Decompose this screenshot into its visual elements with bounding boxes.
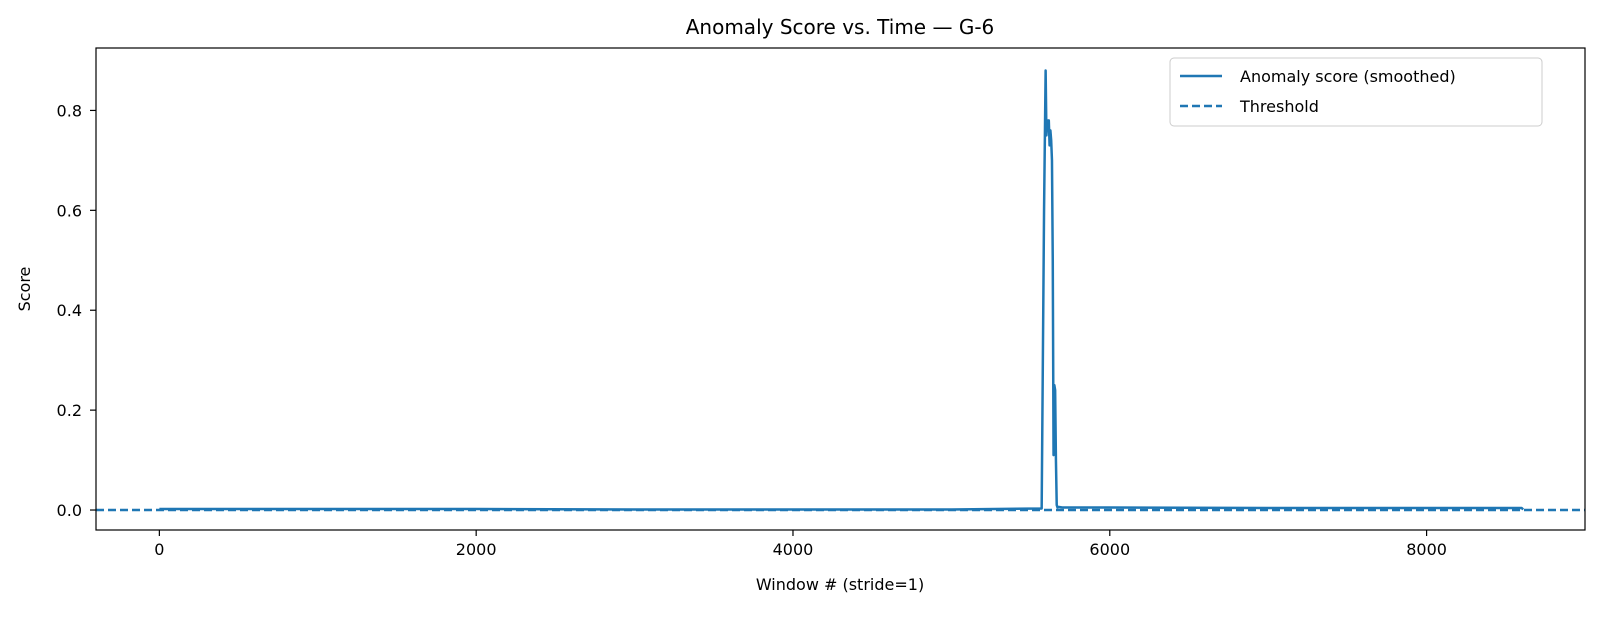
x-axis: 0 2000 4000 6000 8000 [154,530,1447,559]
plot-area [95,47,1586,531]
y-tick-label: 0.4 [57,301,82,320]
anomaly-score-line [159,69,1525,511]
x-tick-label: 4000 [773,540,814,559]
legend-label-threshold: Threshold [1239,97,1319,116]
y-tick-label: 0.8 [57,101,82,120]
legend: Anomaly score (smoothed) Threshold [1169,57,1543,127]
y-tick-label: 0.0 [57,501,82,520]
x-tick-label: 8000 [1406,540,1447,559]
legend-box [1169,57,1543,127]
x-tick-label: 0 [154,540,164,559]
x-axis-label: Window # (stride=1) [756,575,924,594]
x-tick-label: 2000 [456,540,497,559]
y-axis-label: Score [15,267,34,312]
plot-frame [95,47,1586,531]
legend-label-anomaly-score: Anomaly score (smoothed) [1240,67,1456,86]
y-tick-label: 0.2 [57,401,82,420]
y-axis: 0.0 0.2 0.4 0.6 0.8 [57,101,96,520]
chart-title: Anomaly Score vs. Time — G-6 [686,15,995,39]
x-tick-label: 6000 [1089,540,1130,559]
y-tick-label: 0.6 [57,201,82,220]
